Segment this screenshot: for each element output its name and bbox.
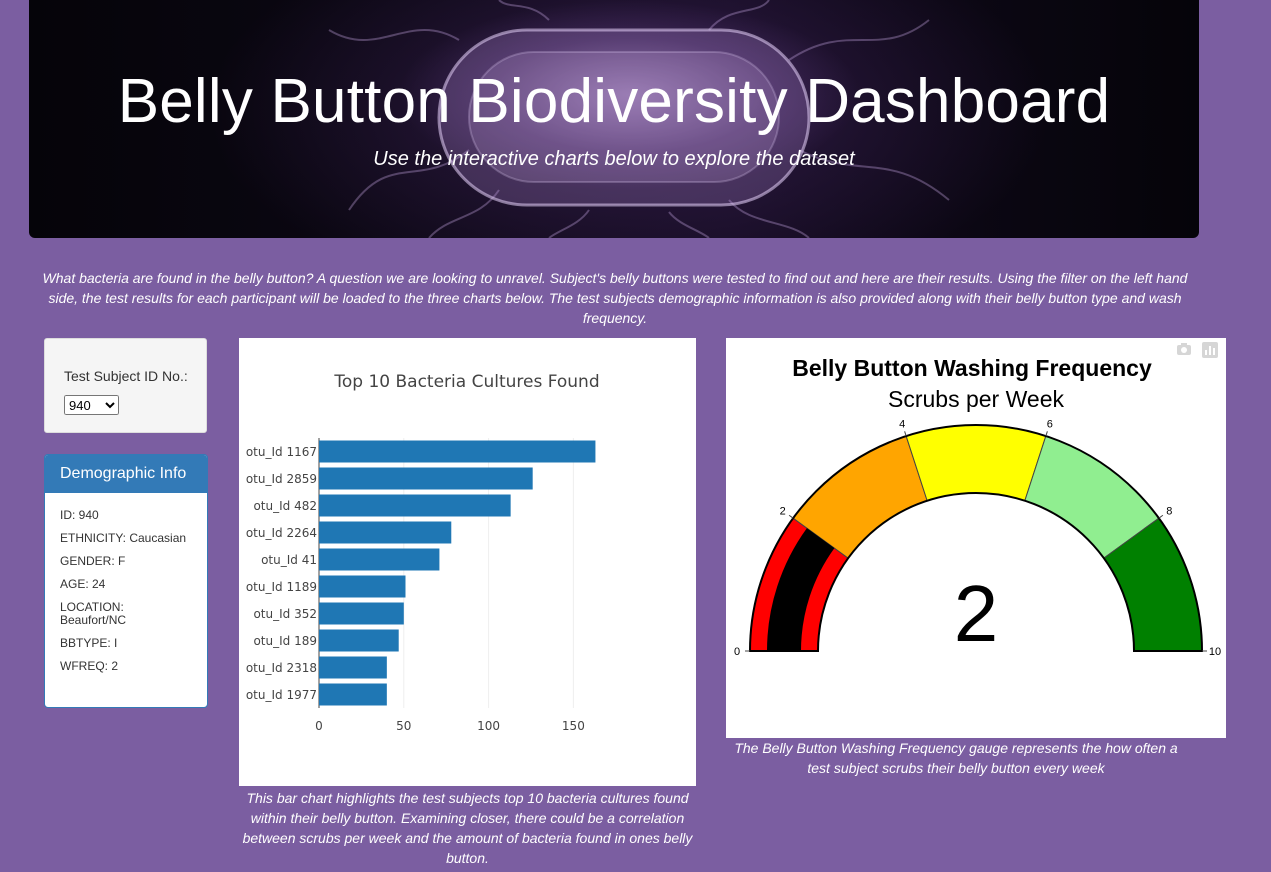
subject-selector-panel: Test Subject ID No.: 940 — [44, 338, 207, 433]
bar[interactable] — [319, 656, 387, 679]
bar-chart-title: Top 10 Bacteria Cultures Found — [333, 372, 599, 392]
bar-category-label: otu_Id 41 — [261, 553, 317, 567]
bar-category-label: otu_Id 2318 — [246, 661, 317, 675]
gauge-outline — [748, 424, 1204, 652]
bar-category-label: otu_Id 189 — [253, 634, 317, 648]
bar-category-label: otu_Id 482 — [253, 499, 317, 513]
chart-modebar — [1176, 342, 1218, 358]
plotly-logo-icon[interactable] — [1202, 342, 1218, 358]
bar-category-label: otu_Id 1977 — [246, 688, 317, 702]
gauge-band — [905, 424, 1047, 502]
gauge-chart[interactable]: Belly Button Washing Frequency Scrubs per… — [726, 338, 1226, 738]
gauge-subtitle: Scrubs per Week — [888, 386, 1064, 412]
demo-location: LOCATION: Beaufort/NC — [60, 600, 127, 627]
demo-gender: GENDER: F — [60, 554, 126, 568]
gauge-tick-label: 10 — [1209, 646, 1221, 658]
bar[interactable] — [319, 548, 440, 571]
camera-icon[interactable] — [1176, 342, 1192, 356]
bar-category-label: otu_Id 1167 — [246, 445, 317, 459]
gauge-tick-label: 6 — [1047, 419, 1053, 431]
bar[interactable] — [319, 440, 596, 463]
gauge-tick-label: 2 — [780, 506, 786, 518]
demographic-info-panel: Demographic Info ID: 940 ETHNICITY: Cauc… — [44, 454, 208, 708]
demographic-info-heading: Demographic Info — [45, 455, 207, 493]
gauge-title: Belly Button Washing Frequency — [792, 355, 1152, 381]
demo-ethnicity: ETHNICITY: Caucasian — [60, 531, 187, 545]
gauge-chart-caption: The Belly Button Washing Frequency gauge… — [734, 740, 1178, 776]
bacteria-background-image — [328, 0, 950, 238]
bar[interactable] — [319, 494, 511, 517]
gauge-chart-panel: Belly Button Washing Frequency Scrubs per… — [726, 338, 1226, 738]
gauge-tick — [1158, 514, 1164, 519]
bar[interactable] — [319, 467, 533, 490]
bar-chart[interactable]: Top 10 Bacteria Cultures Found 0 50 100 150 o… — [239, 338, 696, 786]
bar[interactable] — [319, 521, 452, 544]
page-title: Belly Button Biodiversity Dashboard — [117, 67, 1111, 136]
bar[interactable] — [319, 629, 399, 652]
bar[interactable] — [319, 683, 387, 706]
bar-x-tick-label: 100 — [477, 719, 500, 733]
gauge-tick — [1045, 431, 1048, 437]
bar-chart-caption: This bar chart highlights the test subje… — [242, 790, 693, 866]
demo-wfreq: WFREQ: 2 — [60, 659, 119, 673]
bar-x-tick-label: 0 — [315, 719, 323, 733]
page-subtitle: Use the interactive charts below to expl… — [373, 148, 855, 170]
bar-category-label: otu_Id 2264 — [246, 526, 317, 540]
header-banner: Belly Button Biodiversity Dashboard Use … — [29, 0, 1199, 238]
bar-x-tick-label: 50 — [396, 719, 411, 733]
gauge-value-number: 2 — [954, 569, 999, 658]
subject-id-dropdown[interactable]: 940 — [64, 395, 119, 415]
gauge-tick-label: 8 — [1166, 506, 1172, 518]
bar-category-label: otu_Id 1189 — [246, 580, 317, 594]
demo-bbtype: BBTYPE: I — [60, 636, 118, 650]
demo-id: ID: 940 — [60, 508, 99, 522]
intro-text: What bacteria are found in the belly but… — [42, 270, 1188, 326]
bar-category-label: otu_Id 2859 — [246, 472, 317, 486]
gauge-tick — [788, 514, 794, 519]
demo-age: AGE: 24 — [60, 577, 106, 591]
bar[interactable] — [319, 575, 406, 598]
gauge-tick-label: 0 — [734, 646, 740, 658]
subject-selector-label: Test Subject ID No.: — [64, 368, 188, 384]
gauge-value-bar — [767, 528, 835, 651]
gauge-tick — [904, 431, 907, 437]
gauge-tick-label: 4 — [899, 419, 905, 431]
bar-category-label: otu_Id 352 — [253, 607, 317, 621]
bar-chart-panel: Top 10 Bacteria Cultures Found 0 50 100 150 o… — [239, 338, 696, 786]
bar[interactable] — [319, 602, 404, 625]
bar-x-tick-label: 150 — [562, 719, 585, 733]
